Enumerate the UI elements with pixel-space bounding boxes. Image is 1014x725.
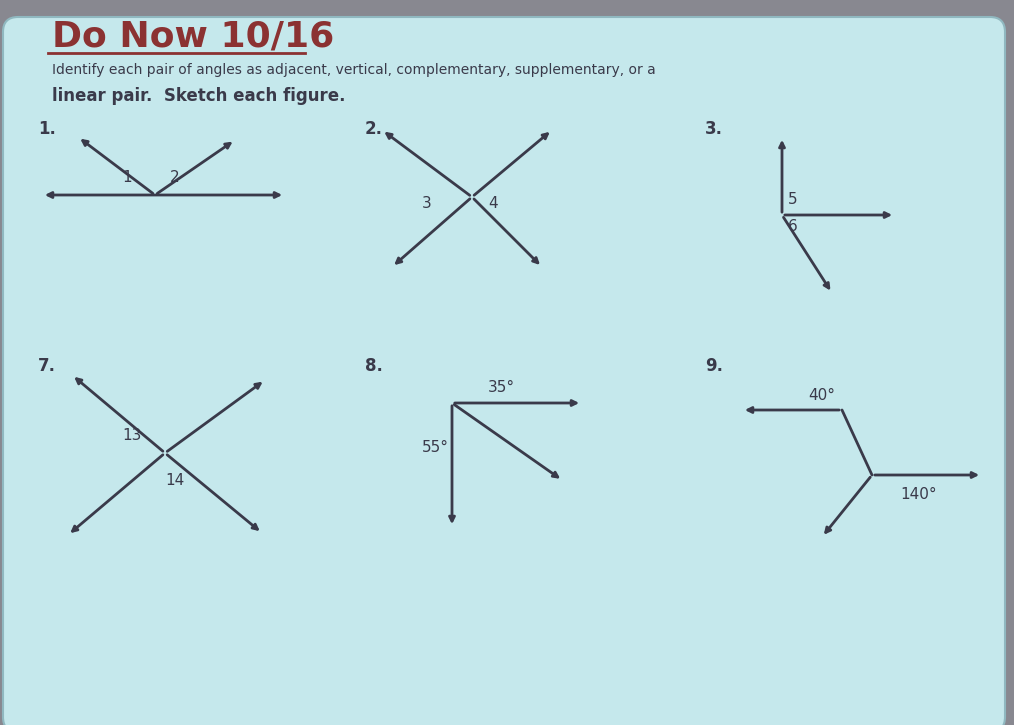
- Text: 2: 2: [170, 170, 179, 185]
- Text: 1.: 1.: [38, 120, 56, 138]
- Text: Do Now 10/16: Do Now 10/16: [52, 20, 335, 54]
- Text: 7.: 7.: [38, 357, 56, 375]
- Text: 8.: 8.: [365, 357, 383, 375]
- Text: 140°: 140°: [900, 487, 937, 502]
- Text: linear pair.  Sketch each figure.: linear pair. Sketch each figure.: [52, 87, 346, 105]
- Text: 4: 4: [488, 196, 498, 210]
- Text: 6: 6: [788, 219, 798, 234]
- Text: 3: 3: [422, 196, 432, 210]
- FancyBboxPatch shape: [3, 17, 1005, 725]
- Text: 55°: 55°: [422, 439, 449, 455]
- Text: Identify each pair of angles as adjacent, vertical, complementary, supplementary: Identify each pair of angles as adjacent…: [52, 63, 656, 77]
- Text: 1: 1: [122, 170, 132, 185]
- Text: 13: 13: [122, 428, 141, 443]
- Text: 2.: 2.: [365, 120, 383, 138]
- Text: 35°: 35°: [488, 380, 515, 395]
- Text: 5: 5: [788, 192, 798, 207]
- Text: 14: 14: [165, 473, 185, 488]
- Text: 3.: 3.: [705, 120, 723, 138]
- Text: 9.: 9.: [705, 357, 723, 375]
- Text: 40°: 40°: [808, 388, 835, 403]
